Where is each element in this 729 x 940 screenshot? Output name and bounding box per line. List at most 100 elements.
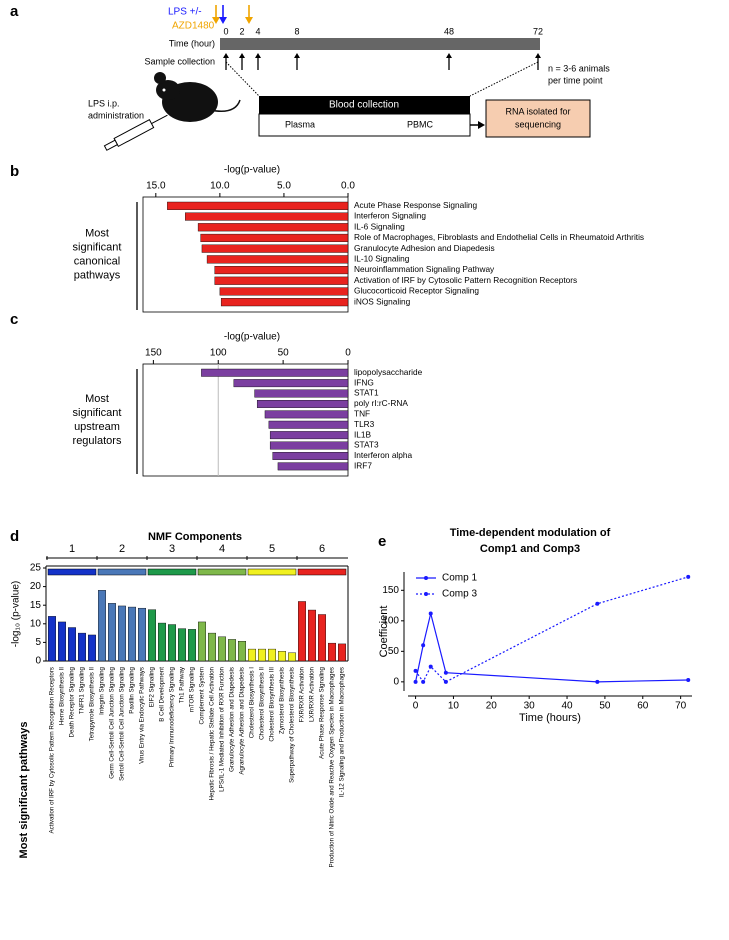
x-tick-label: 70 [675, 701, 687, 712]
category-label: Paxillin Signaling [129, 666, 136, 713]
bar [217, 636, 226, 662]
category-label: Tetrapyrrole Biosynthesis II [89, 667, 96, 742]
category-label: B Cell Development [159, 667, 166, 722]
category-label: IL-12 Signaling and Production in Macrop… [339, 667, 346, 797]
time-point: 0 [223, 26, 228, 36]
legend-marker [424, 592, 428, 596]
category-label: EIF2 Signaling [149, 666, 156, 707]
category-label: LXR/RXR Activation [309, 666, 316, 722]
x-tick-label: 50 [278, 348, 290, 359]
bar [197, 621, 206, 662]
axis-title: -log(p-value) [224, 332, 280, 343]
group-label: 2 [119, 543, 125, 555]
y-tick-label: 0 [393, 676, 399, 687]
bar [137, 607, 146, 662]
x-tick-label: 0 [413, 701, 419, 712]
bar [233, 379, 349, 388]
group-label: 1 [69, 543, 75, 555]
group-label: 3 [169, 543, 175, 555]
bar [185, 212, 349, 221]
side-label: Most [85, 393, 109, 405]
x-tick-label: 100 [210, 348, 227, 359]
bar [272, 452, 349, 460]
y-tick-label: 25 [30, 563, 42, 574]
group-label: 5 [269, 543, 275, 555]
needle [151, 114, 168, 125]
mouse-head [156, 80, 180, 100]
category-label: Activation of IRF by Cytosolic Pattern R… [49, 667, 56, 833]
time-label: Time (hour) [169, 38, 215, 48]
group-strip [47, 568, 97, 576]
category-label: Complement System [199, 667, 206, 724]
schematic [103, 5, 591, 151]
bar [77, 632, 86, 662]
bar [269, 431, 349, 440]
group-strip [147, 568, 197, 576]
category-label: Interferon alpha [354, 450, 413, 460]
side-label: upstream [74, 421, 120, 433]
connector [469, 61, 539, 97]
category-label: Cholesterol Biosynthesis III [269, 667, 276, 742]
rna-label: RNA isolated for [505, 106, 570, 116]
mouse-ear [154, 72, 166, 84]
x-tick-label: 10 [448, 701, 460, 712]
bar [318, 614, 327, 662]
bar [269, 441, 349, 450]
chart-title: NMF Components [148, 531, 242, 543]
category-label: Interferon Signaling [354, 211, 426, 221]
category-label: poly rI:rC-RNA [354, 398, 408, 408]
category-label: Heme Biosynthesis II [59, 667, 66, 725]
marker [595, 601, 600, 606]
plot-frame [142, 196, 349, 313]
category-label: IRF7 [354, 461, 372, 471]
y-tick-label: 5 [35, 637, 41, 648]
bar [227, 639, 236, 662]
category-label: IL-6 Signaling [354, 221, 405, 231]
bar [338, 643, 347, 662]
lps-admin: LPS i.p. [88, 98, 120, 108]
group-strip [247, 568, 297, 576]
category-label: Acute Phase Response Signaling [354, 200, 478, 210]
category-label: Integrin Signaling [99, 666, 106, 714]
sample-arrow-head [239, 53, 245, 58]
category-label: TNF [354, 409, 370, 419]
panel-label: c [10, 311, 18, 328]
series-line [414, 613, 689, 683]
azd-label: AZD1480 [172, 21, 215, 32]
category-label: Cholesterol Biosynthesis I [249, 667, 256, 738]
category-label: Production of Nitric Oxide and Reactive … [329, 667, 336, 868]
marker [428, 611, 433, 616]
x-tick-label: 150 [145, 348, 162, 359]
lps-admin: administration [88, 110, 144, 120]
category-label: Glucocorticoid Receptor Signaling [354, 286, 479, 296]
panel-label: e [378, 533, 386, 550]
category-label: Acute Phase Response Signaling [319, 666, 326, 758]
group-label: 4 [219, 543, 225, 555]
bar [256, 400, 349, 408]
bar [97, 590, 106, 662]
bar [201, 244, 349, 253]
category-label: mTOR Signaling [189, 666, 196, 712]
x-tick-label: 0.0 [341, 181, 355, 192]
series-line [415, 576, 689, 684]
group-strip [97, 568, 147, 576]
category-label: TNFR1 Signaling [79, 666, 86, 714]
category-label: Virus Entry via Endocytic Pathways [139, 667, 146, 764]
category-label: Role of Macrophages, Fibroblasts and End… [354, 232, 644, 242]
bar [268, 648, 277, 662]
y-tick-label: 150 [382, 585, 399, 596]
group-strip [297, 568, 347, 576]
category-label: Hepatic Fibrosis / Hepatic Stellate Cell… [209, 666, 216, 800]
category-label: Granulocyte Adhesion and Diapedesis [229, 667, 236, 772]
y-tick-label: 0 [35, 656, 41, 667]
arrow-head [478, 121, 485, 129]
blood-box [259, 96, 470, 114]
y-tick-label: 100 [382, 615, 399, 626]
bar [328, 642, 337, 662]
side-label: significant [73, 407, 122, 419]
marker [686, 574, 691, 579]
y-tick-label: 10 [30, 618, 42, 629]
category-label: Death Receptor Signaling [69, 666, 76, 737]
category-label: Zymosterol Biosynthesis [279, 667, 286, 734]
bar [288, 652, 297, 662]
